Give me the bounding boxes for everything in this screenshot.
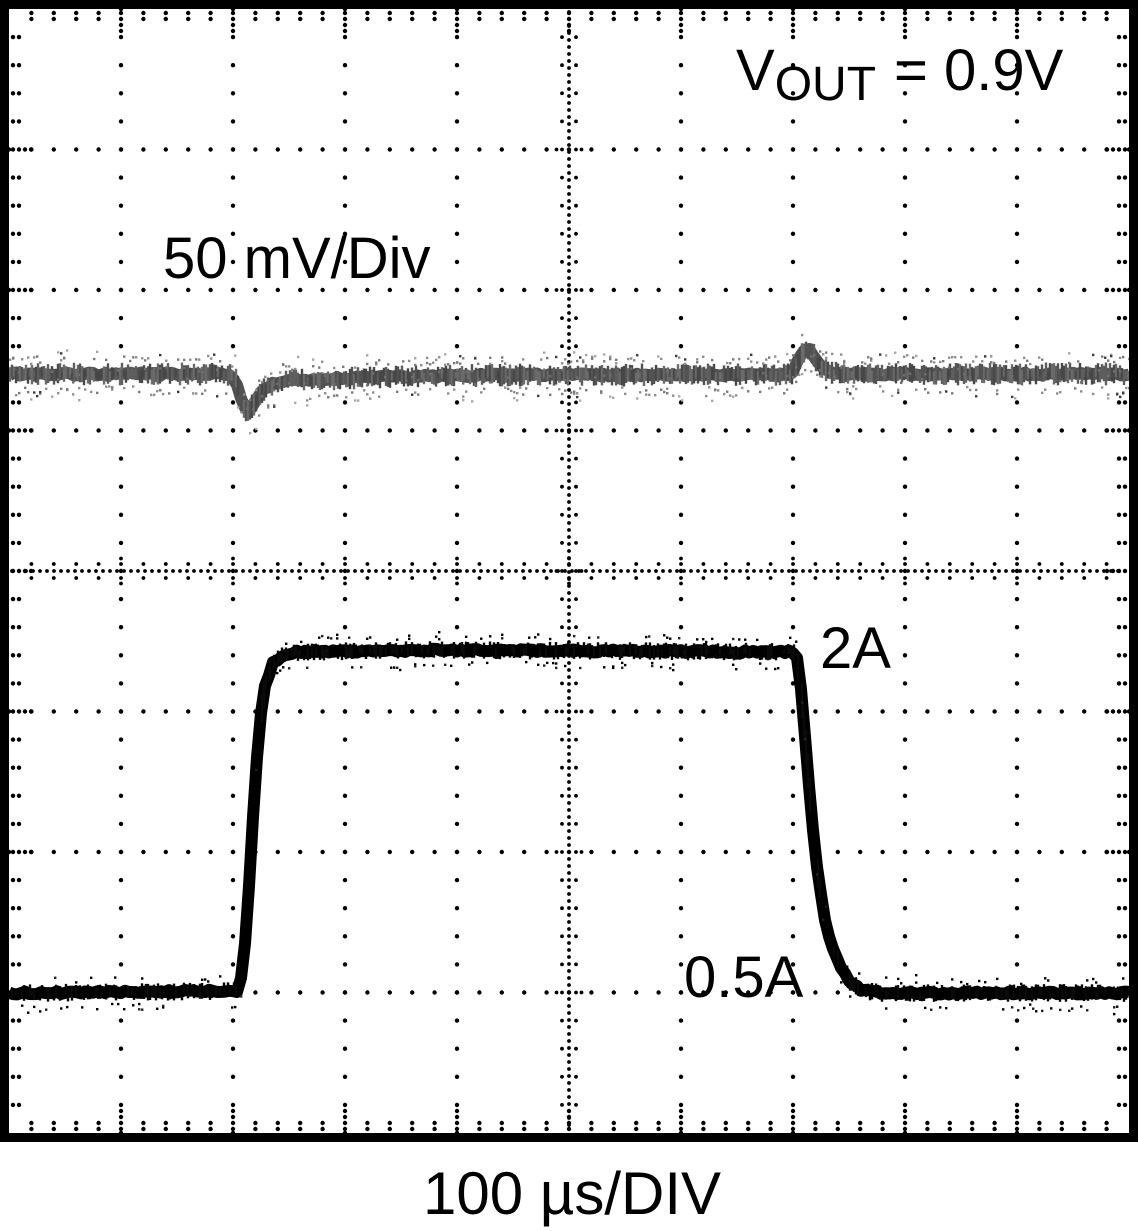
vout-symbol: V [736, 38, 775, 103]
vout-value: = 0.9V [894, 38, 1064, 103]
graticule [6, 6, 1132, 1136]
ch1-scale-label: 50 mV/Div [163, 226, 431, 291]
vout-subscript: OUT [775, 58, 876, 111]
low-current-label: 0.5A [684, 945, 804, 1010]
scope-frame [0, 0, 1138, 1142]
waveforms [9, 333, 1129, 1016]
vout-label: VOUT = 0.9V [736, 38, 1064, 111]
high-current-label: 2A [820, 616, 891, 681]
label-layer: 50 mV/Div VOUT = 0.9V 2A 0.5A 100 µs/DIV [163, 38, 1064, 1227]
time-scale-label: 100 µs/DIV [423, 1160, 721, 1227]
